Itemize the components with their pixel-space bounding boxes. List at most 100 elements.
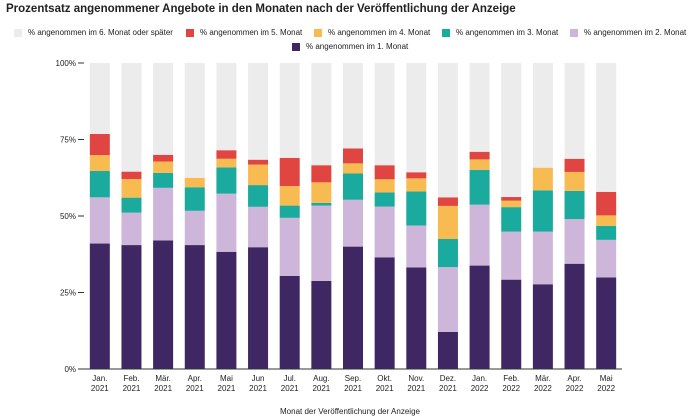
bar-segment-series-1	[89, 243, 110, 369]
bar-segment-series-2	[153, 187, 174, 241]
bar-segment-series-1	[343, 246, 363, 369]
bar-segment-series-5	[437, 197, 458, 206]
bar-segment-series-6	[374, 63, 395, 166]
x-tick-label-month: Sep.	[345, 374, 361, 383]
bar-segment-series-4	[153, 161, 174, 173]
bar-segment-series-4	[216, 158, 237, 168]
bar-segment-series-6	[596, 63, 617, 192]
bar-segment-series-6	[564, 63, 585, 159]
legend-label-month-5: % angenommen im 5. Monat	[200, 28, 303, 37]
bar-segment-series-2	[184, 210, 205, 246]
legend-item-month-3: % angenommen im 3. Monat	[442, 28, 558, 37]
legend-label-month-2: % angenommen im 2. Monat	[584, 28, 687, 37]
x-tick-label-month: Dez.	[440, 374, 456, 383]
bar-segment-series-5	[374, 165, 395, 180]
bar-segment-series-3	[596, 225, 617, 240]
x-tick-label-year: 2021	[344, 384, 362, 393]
bar-segment-series-2	[532, 231, 553, 285]
bar-segment-series-5	[596, 191, 617, 216]
bar-segment-series-2	[596, 239, 617, 278]
legend-item-month-4: % angenommen im 4. Monat	[314, 28, 430, 37]
bar-segment-series-4	[501, 200, 522, 208]
x-tick-label-month: Jul.	[283, 374, 295, 383]
x-tick-label-month: Jan.	[472, 374, 487, 383]
bar-segment-series-2	[121, 212, 142, 246]
bar-segment-series-5	[248, 159, 269, 165]
x-tick-label-month: Apr.	[567, 374, 581, 383]
legend-label-month-4: % angenommen im 4. Monat	[328, 28, 431, 37]
bar-segment-series-6	[89, 63, 110, 134]
bar-segment-series-3	[437, 238, 458, 268]
bar-segment-series-4	[564, 171, 585, 191]
bar-segment-series-2	[89, 197, 110, 244]
bar-segment-series-1	[153, 240, 174, 369]
legend-swatch-month-1	[292, 42, 300, 51]
bar-segment-series-3	[469, 169, 490, 205]
bar-segment-series-2	[248, 206, 269, 248]
bar-segment-series-6	[184, 63, 205, 178]
x-tick-label-year: 2021	[91, 384, 109, 393]
bar-segment-series-3	[153, 172, 174, 188]
x-tick-label-year: 2021	[439, 384, 457, 393]
x-tick-label-month: Jan.	[92, 374, 107, 383]
bar-segment-series-1	[184, 245, 205, 369]
bar-segment-series-3	[248, 185, 269, 207]
x-tick-label-year: 2022	[566, 384, 584, 393]
bar-segment-series-1	[248, 247, 269, 369]
bar-segment-series-6	[343, 63, 363, 149]
bar-segment-series-3	[184, 187, 205, 211]
bar-segment-series-1	[532, 284, 553, 369]
x-tick-label-year: 2021	[249, 384, 267, 393]
x-tick-label-month: Aug.	[313, 374, 329, 383]
bar-segment-series-1	[596, 277, 617, 369]
bar-segment-series-1	[279, 275, 300, 369]
x-tick-label-year: 2022	[534, 384, 552, 393]
bar-segment-series-2	[437, 267, 458, 332]
bar-segment-series-4	[121, 178, 142, 198]
bar-segment-series-6	[121, 63, 142, 172]
legend-item-month-2: % angenommen im 2. Monat	[570, 28, 686, 37]
bar-segment-series-5	[121, 171, 142, 179]
y-tick-label: 50%	[60, 212, 76, 221]
bar-segment-series-3	[121, 197, 142, 213]
x-tick-label-month: Mai	[600, 374, 613, 383]
bar-segment-series-1	[121, 245, 142, 369]
bar-segment-series-6	[501, 63, 522, 198]
chart-title: Prozentsatz angenommener Angebote in den…	[6, 3, 516, 15]
bar-segment-series-1	[437, 331, 458, 369]
bar-segment-series-6	[437, 63, 458, 198]
bar-segment-series-2	[564, 219, 585, 264]
bar-segment-series-2	[469, 204, 490, 266]
bar-segment-series-4	[437, 205, 458, 239]
bar-segment-series-3	[501, 207, 522, 232]
bar-segment-series-3	[532, 190, 553, 232]
bar-segment-series-5	[406, 172, 427, 179]
bar-segment-series-1	[311, 280, 332, 369]
bar-segment-series-3	[89, 171, 110, 198]
bar-segment-series-3	[279, 205, 300, 218]
bar-segment-series-1	[216, 251, 237, 369]
bar-segment-series-4	[532, 167, 553, 191]
x-tick-label-month: Mär.	[535, 374, 551, 383]
x-tick-label-year: 2022	[502, 384, 520, 393]
x-tick-label-month: Jun	[252, 374, 265, 383]
legend-swatch-month-2	[570, 28, 578, 37]
bar-segment-series-2	[279, 217, 300, 276]
legend-label-month-1: % angenommen im 1. Monat	[306, 42, 409, 51]
x-tick-label-month: Feb.	[503, 374, 519, 383]
bar-segment-series-5	[89, 133, 110, 156]
bar-segment-series-3	[216, 167, 237, 194]
bar-segment-series-6	[216, 63, 237, 151]
legend-swatch-month-5	[186, 28, 194, 37]
bar-segment-series-6	[532, 63, 553, 168]
x-tick-label-year: 2021	[312, 384, 330, 393]
legend-item-month-5: % angenommen im 5. Monat	[186, 28, 302, 37]
bar-segment-series-5	[311, 165, 332, 183]
legend-label-month-3: % angenommen im 3. Monat	[456, 28, 559, 37]
chart-legend: % angenommen im 6. Monat oder später % a…	[0, 28, 700, 54]
bar-segment-series-3	[311, 202, 332, 206]
bar-segment-series-4	[343, 163, 363, 174]
x-tick-label-month: Apr.	[188, 374, 202, 383]
bar-segment-series-6	[153, 63, 174, 155]
